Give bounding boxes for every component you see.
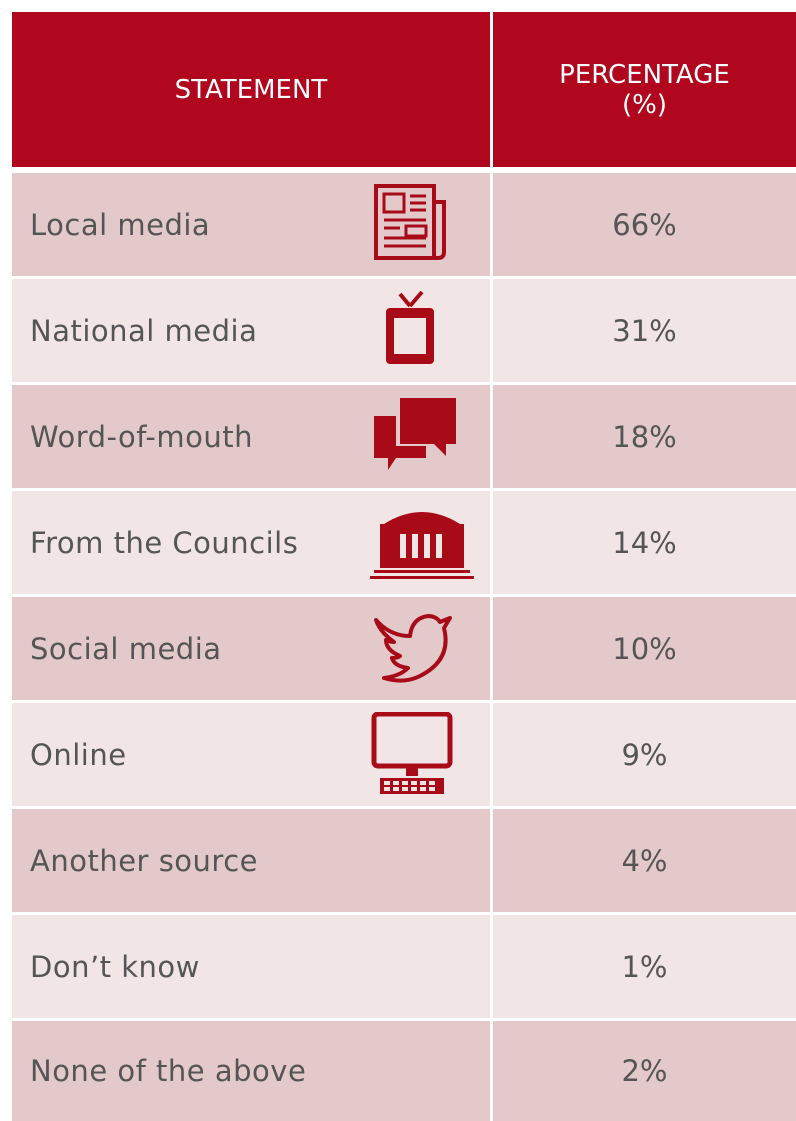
- icon-graphic: [374, 398, 456, 470]
- percentage-cell: 31%: [493, 279, 796, 382]
- row-icon: [370, 182, 450, 266]
- header-text: STATEMENT: [174, 74, 328, 105]
- icon-graphic: [370, 512, 474, 579]
- percentage-cell: 66%: [493, 173, 796, 276]
- icon-graphic: [371, 711, 453, 794]
- header-cell: PERCENTAGE (%): [493, 12, 796, 167]
- statement-cell: Social media: [12, 597, 490, 700]
- row-icon: [370, 394, 460, 478]
- header-cell: STATEMENT: [12, 12, 490, 167]
- percentage-cell: 10%: [493, 597, 796, 700]
- header-text: (%): [622, 89, 667, 120]
- percentage-cell: 2%: [493, 1021, 796, 1121]
- icon-graphic: [374, 614, 452, 683]
- row-icon: [370, 288, 450, 372]
- icon-graphic: [374, 184, 446, 260]
- header-text: PERCENTAGE: [559, 59, 730, 90]
- statement-cell: None of the above: [12, 1021, 490, 1121]
- row-icon: [370, 711, 454, 800]
- icon-graphic: [386, 290, 434, 364]
- percentage-cell: 18%: [493, 385, 796, 488]
- statement-cell: Another source: [12, 809, 490, 912]
- percentage-cell: 14%: [493, 491, 796, 594]
- row-icon: [370, 500, 474, 584]
- percentage-cell: 9%: [493, 703, 796, 806]
- row-icon: [370, 606, 454, 690]
- percentage-cell: 1%: [493, 915, 796, 1018]
- percentage-cell: 4%: [493, 809, 796, 912]
- statement-cell: Don’t know: [12, 915, 490, 1018]
